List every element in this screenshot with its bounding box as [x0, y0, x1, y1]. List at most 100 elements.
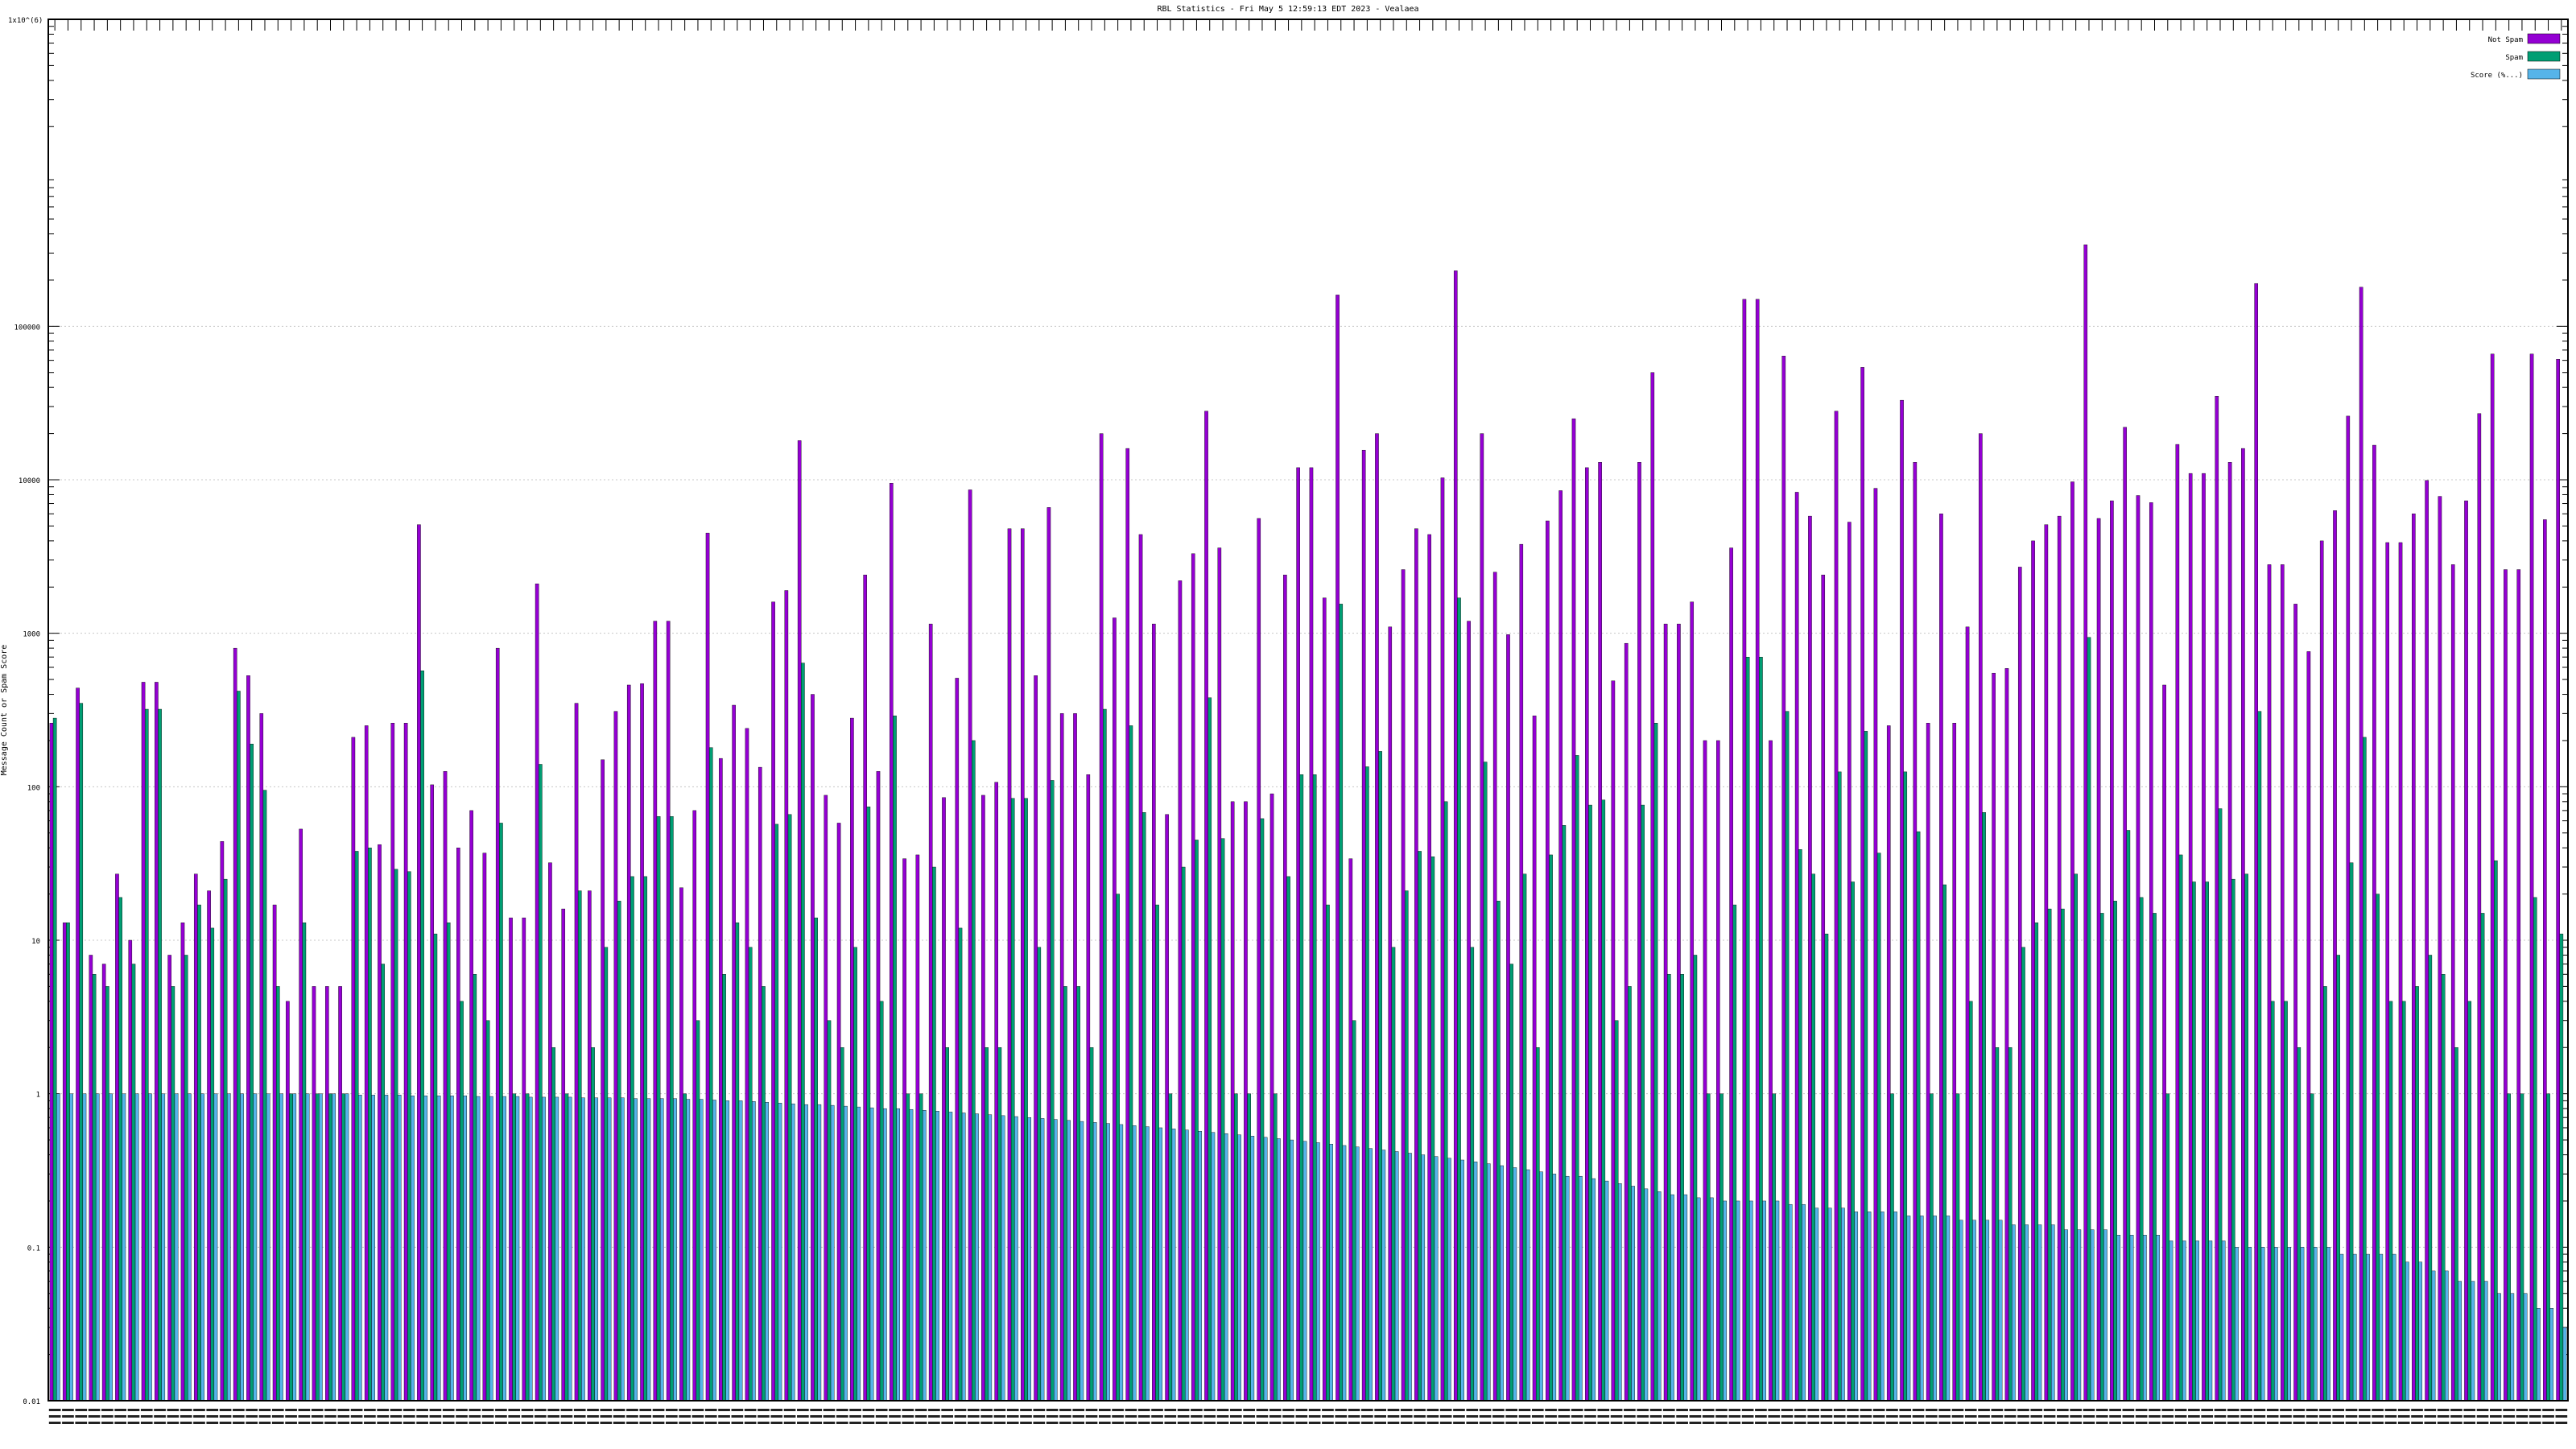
x-label-glyph	[547, 1422, 559, 1424]
x-label-glyph	[377, 1415, 390, 1418]
bar-score	[1394, 1151, 1399, 1402]
x-label-glyph	[1872, 1415, 1885, 1418]
bar-spam	[289, 1093, 293, 1402]
x-label-glyph	[62, 1422, 74, 1424]
bar-spam	[1995, 1047, 2000, 1402]
x-label-glyph	[285, 1422, 297, 1424]
x-label-glyph	[1820, 1409, 1833, 1411]
x-label-glyph	[2450, 1415, 2462, 1418]
x-label-glyph	[534, 1415, 547, 1418]
x-label-glyph	[573, 1415, 586, 1418]
bar-not-spam	[797, 440, 802, 1402]
x-label-glyph	[2266, 1409, 2279, 1411]
bar-spam	[539, 764, 543, 1402]
x-label-glyph	[88, 1415, 101, 1418]
bar-not-spam	[2004, 668, 2009, 1402]
x-label-glyph	[954, 1422, 967, 1424]
bar-not-spam	[2083, 244, 2088, 1402]
x-label-glyph	[2437, 1422, 2450, 1424]
bar-spam	[2192, 881, 2196, 1402]
bar-score	[1880, 1212, 1885, 1402]
bar-score	[1302, 1141, 1307, 1402]
x-label-glyph	[1414, 1422, 1426, 1424]
bar-spam	[460, 1001, 464, 1402]
x-label-glyph	[666, 1415, 678, 1418]
bar-spam	[2559, 933, 2564, 1402]
x-label-glyph	[2070, 1422, 2083, 1424]
bar-score	[1919, 1216, 1924, 1402]
bar-score	[1263, 1137, 1268, 1402]
x-label-glyph	[2450, 1409, 2462, 1411]
bar-spam	[1496, 901, 1501, 1402]
bar-spam	[2415, 986, 2419, 1402]
bar-spam	[1509, 964, 1513, 1402]
bar-not-spam	[1690, 601, 1695, 1402]
plot-frame	[47, 19, 2569, 1402]
x-label-glyph	[1649, 1409, 1662, 1411]
x-label-glyph	[1216, 1422, 1229, 1424]
x-label-glyph	[1597, 1422, 1610, 1424]
bar-score	[371, 1095, 375, 1402]
x-label-glyph	[889, 1409, 901, 1411]
x-label-glyph	[1112, 1415, 1124, 1418]
x-label-glyph	[1216, 1415, 1229, 1418]
x-label-glyph	[390, 1409, 402, 1411]
x-label-glyph	[258, 1422, 271, 1424]
bar-not-spam	[1152, 623, 1156, 1402]
x-label-glyph	[1177, 1422, 1190, 1424]
bar-score	[2392, 1253, 2396, 1402]
x-label-glyph	[75, 1409, 88, 1411]
bar-score	[1067, 1120, 1071, 1402]
x-label-glyph	[337, 1415, 350, 1418]
x-label-glyph	[180, 1422, 192, 1424]
x-label-glyph	[1335, 1422, 1348, 1424]
bar-not-spam	[2529, 353, 2534, 1402]
bar-not-spam	[876, 770, 881, 1402]
bar-spam	[2297, 1047, 2301, 1402]
x-label-glyph	[652, 1409, 665, 1411]
x-label-glyph	[1085, 1422, 1098, 1424]
x-label-glyph	[1020, 1422, 1032, 1424]
x-label-glyph	[810, 1415, 823, 1418]
x-label-glyph	[442, 1409, 455, 1411]
x-label-glyph	[1439, 1422, 1452, 1424]
bar-not-spam	[535, 584, 539, 1402]
bar-not-spam	[1506, 634, 1510, 1402]
bar-score	[1670, 1194, 1674, 1402]
x-label-glyph	[2240, 1409, 2252, 1411]
x-label-glyph	[2135, 1422, 2148, 1424]
bar-not-spam	[2017, 567, 2022, 1402]
y-tick-label: 0.01	[23, 1398, 40, 1406]
x-label-glyph	[1991, 1409, 2004, 1411]
x-label-glyph	[2345, 1422, 2358, 1424]
bar-score	[738, 1100, 743, 1402]
x-label-glyph	[1282, 1409, 1294, 1411]
bar-score	[1198, 1131, 1202, 1402]
bar-not-spam	[1769, 740, 1773, 1402]
x-label-glyph	[88, 1422, 101, 1424]
bar-score	[2314, 1247, 2318, 1402]
x-label-glyph	[547, 1415, 559, 1418]
x-label-glyph	[1322, 1409, 1334, 1411]
x-label-glyph	[1951, 1422, 1964, 1424]
bar-not-spam	[1348, 858, 1353, 1402]
x-label-glyph	[2214, 1422, 2227, 1424]
x-label-glyph	[1479, 1409, 1492, 1411]
bar-spam	[1522, 873, 1527, 1402]
x-label-glyph	[1414, 1409, 1426, 1411]
x-label-glyph	[233, 1409, 245, 1411]
bar-not-spam	[1113, 617, 1117, 1402]
x-label-glyph	[1230, 1415, 1242, 1418]
bar-spam	[381, 964, 386, 1402]
x-label-glyph	[1112, 1422, 1124, 1424]
bar-score	[2260, 1247, 2265, 1402]
bar-score	[2221, 1241, 2226, 1402]
bar-score	[463, 1095, 468, 1402]
x-label-glyph	[2306, 1415, 2318, 1418]
x-label-glyph	[233, 1422, 245, 1424]
x-label-glyph	[1872, 1422, 1885, 1424]
bar-spam	[1404, 890, 1409, 1402]
x-label-glyph	[849, 1415, 861, 1418]
bar-not-spam	[417, 524, 421, 1402]
bar-score	[528, 1096, 533, 1402]
